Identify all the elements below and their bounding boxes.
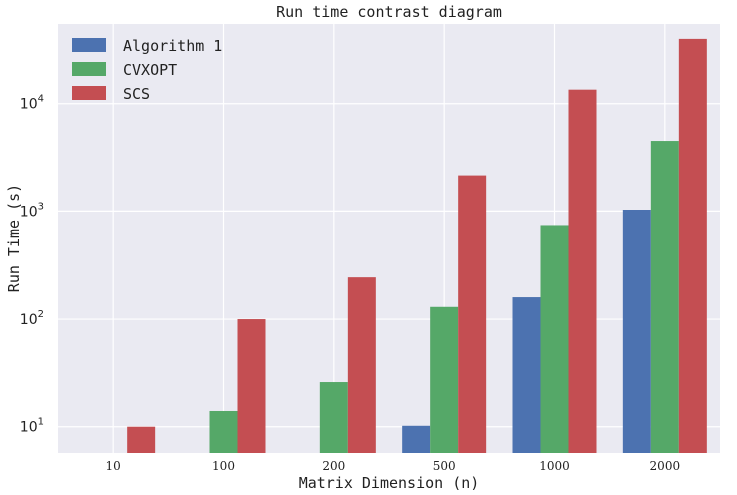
x-tick-labels: 10 100 200 500 1000 2000 xyxy=(106,459,681,473)
legend-label-scs: SCS xyxy=(123,85,150,103)
bar-algorithm-1-500 xyxy=(402,425,431,453)
y-tick-label: 101 xyxy=(20,417,44,436)
chart-title: Run time contrast diagram xyxy=(276,3,502,21)
bar-scs-500 xyxy=(458,175,487,453)
bar-scs-200 xyxy=(347,277,376,453)
legend-swatch-algorithm-1 xyxy=(72,38,106,52)
bar-scs-1000 xyxy=(568,89,597,454)
legend-swatch-scs xyxy=(72,86,106,100)
x-tick-label: 200 xyxy=(322,459,345,473)
bar-cvxopt-2000 xyxy=(650,141,679,453)
plot-area xyxy=(58,24,720,453)
bar-scs-10 xyxy=(127,426,156,453)
bar-cvxopt-100 xyxy=(209,410,238,453)
y-tick-label: 104 xyxy=(20,94,44,113)
x-tick-label: 500 xyxy=(433,459,456,473)
x-tick-label: 10 xyxy=(106,459,121,473)
y-tick-labels: 101 102 103 104 xyxy=(20,94,44,436)
bar-scs-100 xyxy=(237,319,266,453)
bar-cvxopt-500 xyxy=(430,306,459,453)
bar-cvxopt-1000 xyxy=(540,225,569,453)
bar-scs-2000 xyxy=(678,38,707,453)
y-tick-label: 103 xyxy=(20,201,44,220)
x-tick-label: 1000 xyxy=(539,459,570,473)
y-tick-label: 102 xyxy=(20,309,44,328)
bars xyxy=(127,38,707,454)
x-axis-label: Matrix Dimension (n) xyxy=(299,474,480,492)
x-tick-label: 100 xyxy=(212,459,235,473)
bar-algorithm-1-2000 xyxy=(622,209,651,453)
legend-label-cvxopt: CVXOPT xyxy=(123,61,177,79)
x-tick-label: 2000 xyxy=(650,459,681,473)
y-axis-label: Run Time (s) xyxy=(5,184,23,292)
legend-label-algorithm-1: Algorithm 1 xyxy=(123,37,222,55)
bar-cvxopt-200 xyxy=(319,382,348,453)
bar-algorithm-1-1000 xyxy=(512,297,541,453)
legend: Algorithm 1 CVXOPT SCS xyxy=(72,37,222,103)
legend-swatch-cvxopt xyxy=(72,62,106,76)
